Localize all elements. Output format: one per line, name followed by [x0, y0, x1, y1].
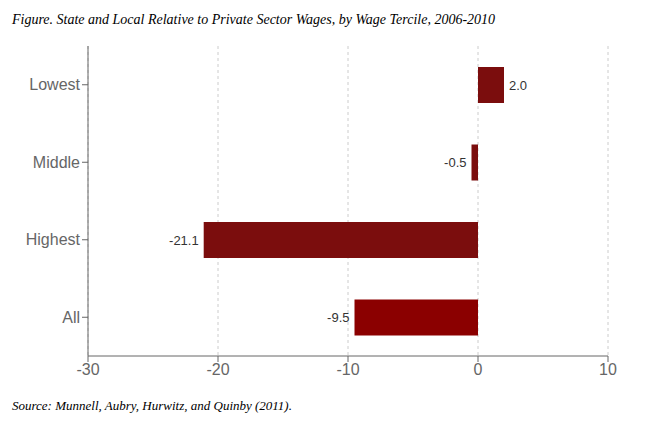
svg-text:Highest: Highest — [26, 231, 81, 248]
svg-text:10: 10 — [599, 361, 617, 378]
svg-text:-0.5: -0.5 — [444, 155, 466, 170]
svg-text:Lowest: Lowest — [29, 76, 80, 93]
svg-text:-20: -20 — [206, 361, 229, 378]
svg-text:2.0: 2.0 — [509, 78, 527, 93]
svg-text:Middle: Middle — [33, 154, 80, 171]
svg-text:0: 0 — [474, 361, 483, 378]
svg-text:-21.1: -21.1 — [169, 233, 199, 248]
svg-text:All: All — [62, 309, 80, 326]
html-text:Source: Munnell, Aubry, Hurwit: Source: Munnell, Aubry, Hurwitz, and Qui… — [12, 398, 292, 413]
html-text:Figure. State and Local Relati: Figure. State and Local Relative to Priv… — [12, 12, 496, 27]
svg-text:-9.5: -9.5 — [327, 310, 349, 325]
svg-text:-10: -10 — [336, 361, 359, 378]
svg-text:-30: -30 — [76, 361, 99, 378]
